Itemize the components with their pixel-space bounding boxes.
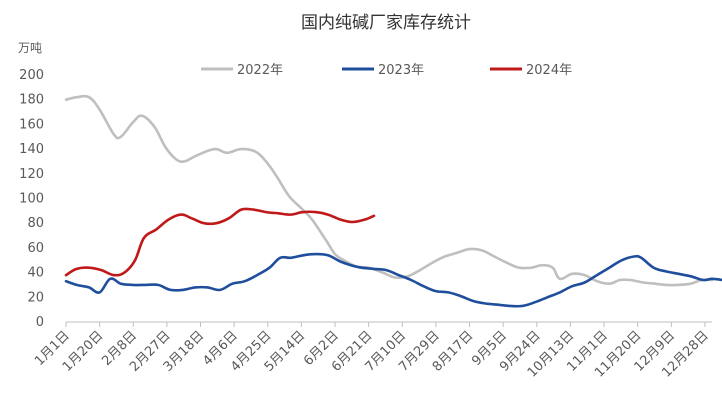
series-line-2022年 xyxy=(64,94,714,287)
y-tick-label: 0 xyxy=(36,315,44,330)
y-axis-unit: 万吨 xyxy=(18,41,42,55)
series-line-2023年 xyxy=(64,252,722,308)
legend-label-2024: 2024年 xyxy=(526,63,572,78)
legend: 2022年 2023年 2024年 xyxy=(201,63,572,78)
y-tick-label: 140 xyxy=(19,142,44,157)
y-tick-label: 100 xyxy=(19,192,44,207)
legend-label-2022: 2022年 xyxy=(237,63,283,78)
x-axis-ticks: 1月1日1月20日2月8日2月27日3月18日4月6日4月25日5月14日6月2… xyxy=(32,322,712,381)
y-tick-label: 160 xyxy=(19,117,44,132)
series-lines xyxy=(64,94,722,308)
y-tick-label: 120 xyxy=(19,167,44,182)
legend-item-2022: 2022年 xyxy=(201,63,283,78)
y-axis-ticks: 0 20 40 60 80 100 120 140 160 180 200 xyxy=(19,68,44,330)
legend-label-2023: 2023年 xyxy=(378,63,424,78)
y-tick-label: 80 xyxy=(27,216,44,231)
y-tick-label: 60 xyxy=(27,241,44,256)
legend-item-2024: 2024年 xyxy=(490,63,572,78)
y-tick-label: 200 xyxy=(19,68,44,83)
y-tick-label: 180 xyxy=(19,93,44,108)
legend-item-2023: 2023年 xyxy=(342,63,424,78)
y-tick-label: 40 xyxy=(27,266,44,281)
y-tick-label: 20 xyxy=(27,290,44,305)
series-line-2024年 xyxy=(64,207,376,277)
chart-title: 国内纯碱厂家库存统计 xyxy=(301,13,471,33)
